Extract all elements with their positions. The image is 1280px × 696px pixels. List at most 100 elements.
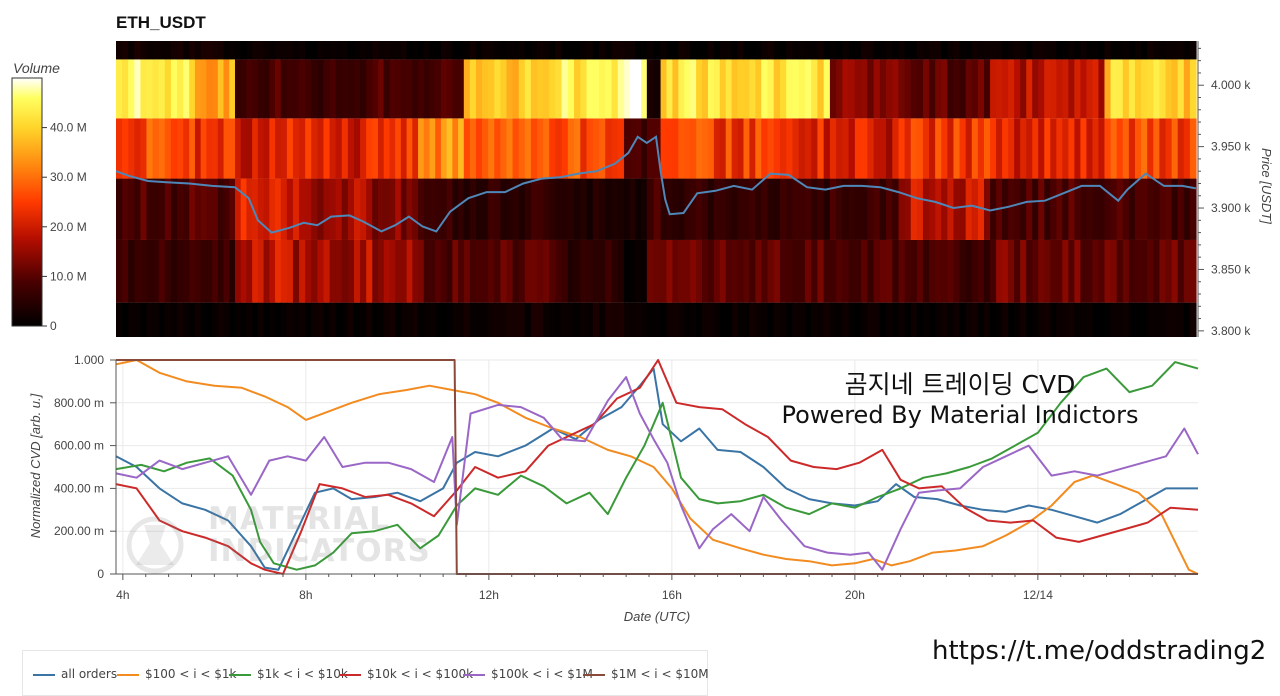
heatmap-cell bbox=[217, 178, 225, 240]
heatmap-cell bbox=[779, 239, 787, 303]
heatmap-cell bbox=[811, 41, 819, 60]
heatmap-cell bbox=[506, 178, 514, 240]
heatmap-cell bbox=[329, 302, 337, 337]
heatmap-cell bbox=[977, 118, 985, 179]
heatmap-cell bbox=[580, 118, 588, 179]
heatmap-cell bbox=[280, 302, 288, 337]
heatmap-cell bbox=[684, 178, 691, 240]
heatmap-cell bbox=[229, 118, 236, 179]
legend-item-1m-10m[interactable]: $1M < i < $10M bbox=[583, 667, 709, 681]
heatmap-cell bbox=[395, 41, 402, 60]
heatmap-cell bbox=[246, 41, 253, 60]
heatmap-cell bbox=[653, 239, 662, 303]
heatmap-cell bbox=[767, 41, 775, 60]
heatmap-cell bbox=[737, 41, 745, 60]
heatmap-cell bbox=[755, 118, 762, 179]
heatmap-cell bbox=[892, 59, 900, 119]
heatmap-cell bbox=[779, 302, 787, 337]
heatmap-cell bbox=[377, 59, 385, 119]
heatmap-cell bbox=[500, 302, 508, 337]
heatmap-cell bbox=[506, 59, 514, 119]
heatmap-cell bbox=[898, 239, 906, 303]
heatmap-cell bbox=[463, 302, 471, 337]
legend-item-10k-100k[interactable]: $10k < i < $100k bbox=[339, 667, 473, 681]
telegram-link[interactable]: https://t.me/oddstrading2 bbox=[932, 636, 1267, 666]
heatmap-cell bbox=[1080, 41, 1088, 60]
heatmap-cell bbox=[786, 41, 794, 60]
legend-swatch bbox=[229, 673, 251, 676]
heatmap-cell bbox=[1002, 302, 1009, 337]
legend-item-100-1k[interactable]: $100 < i < $1k bbox=[117, 667, 236, 681]
heatmap-cell bbox=[879, 178, 887, 240]
legend-item-all-orders[interactable]: all orders bbox=[33, 667, 117, 681]
heatmap-cell bbox=[743, 118, 751, 179]
heatmap-cell bbox=[1104, 41, 1112, 60]
heatmap-cell bbox=[996, 118, 1003, 179]
heatmap-cell bbox=[128, 41, 135, 60]
heatmap-cell bbox=[494, 239, 502, 303]
heatmap-cell bbox=[1153, 41, 1160, 60]
heatmap-cell bbox=[1116, 302, 1124, 337]
heatmap-cell bbox=[743, 41, 751, 60]
legend-item-100k-1m[interactable]: $100k < i < $1M bbox=[463, 667, 593, 681]
heatmap-cell bbox=[848, 118, 856, 179]
heatmap-cell bbox=[848, 302, 856, 337]
heatmap-cell bbox=[164, 239, 172, 303]
heatmap-cell bbox=[1068, 59, 1075, 119]
heatmap-cell bbox=[229, 239, 236, 303]
heatmap-cell bbox=[867, 302, 875, 337]
heatmap-cell bbox=[684, 118, 691, 179]
heatmap-cell bbox=[646, 59, 655, 119]
heatmap-cell bbox=[1110, 302, 1118, 337]
heatmap-cell bbox=[194, 59, 202, 119]
heatmap-cell bbox=[412, 118, 419, 179]
heatmap-cell bbox=[953, 59, 961, 119]
heatmap-cell bbox=[798, 178, 806, 240]
heatmap-cell bbox=[719, 118, 727, 179]
heatmap-cell bbox=[1104, 59, 1112, 119]
heatmap-cell bbox=[183, 178, 190, 240]
heatmap-cell bbox=[892, 302, 900, 337]
legend-item-1k-10k[interactable]: $1k < i < $10k bbox=[229, 667, 348, 681]
heatmap-cell bbox=[488, 59, 495, 119]
heatmap-cell bbox=[134, 178, 142, 240]
heatmap-cell bbox=[1110, 178, 1118, 240]
heatmap-cell bbox=[537, 302, 544, 337]
heatmap-cell bbox=[406, 41, 413, 60]
heatmap-cell bbox=[1165, 118, 1173, 179]
heatmap-cell bbox=[731, 59, 739, 119]
heatmap-cell bbox=[1074, 59, 1081, 119]
heatmap-cell bbox=[635, 178, 642, 240]
heatmap-cell bbox=[666, 59, 674, 119]
heatmap-cell bbox=[1128, 41, 1136, 60]
heatmap-cell bbox=[1062, 41, 1069, 60]
heatmap-cell bbox=[234, 118, 242, 179]
heatmap-cell bbox=[935, 178, 942, 240]
heatmap-cell bbox=[512, 239, 520, 303]
heatmap-cell bbox=[140, 41, 148, 60]
heatmap-cell bbox=[854, 41, 862, 60]
heatmap-cell bbox=[660, 302, 668, 337]
heatmap-cell bbox=[1122, 302, 1130, 337]
heatmap-cell bbox=[440, 41, 448, 60]
colorbar-tick-label: 30.0 M bbox=[50, 170, 87, 184]
heatmap-cell bbox=[518, 118, 526, 179]
heatmap-cell bbox=[1038, 178, 1045, 240]
heatmap-cell bbox=[904, 178, 912, 240]
heatmap-cell bbox=[1189, 239, 1197, 303]
heatmap-cell bbox=[567, 41, 575, 60]
heatmap-cell bbox=[323, 118, 331, 179]
heatmap-cell bbox=[611, 178, 619, 240]
heatmap-cell bbox=[440, 302, 448, 337]
heatmap-cell bbox=[690, 59, 697, 119]
cvd-y-tick-label: 0 bbox=[97, 567, 104, 581]
heatmap-cell bbox=[435, 302, 442, 337]
heatmap-cell bbox=[1183, 59, 1191, 119]
heatmap-cell bbox=[904, 302, 912, 337]
heatmap-cell bbox=[482, 41, 489, 60]
heatmap-cell bbox=[252, 178, 259, 240]
heatmap-cell bbox=[389, 239, 396, 303]
heatmap-cell bbox=[737, 239, 745, 303]
heatmap-cell bbox=[941, 178, 948, 240]
heatmap-cell bbox=[1086, 302, 1094, 337]
